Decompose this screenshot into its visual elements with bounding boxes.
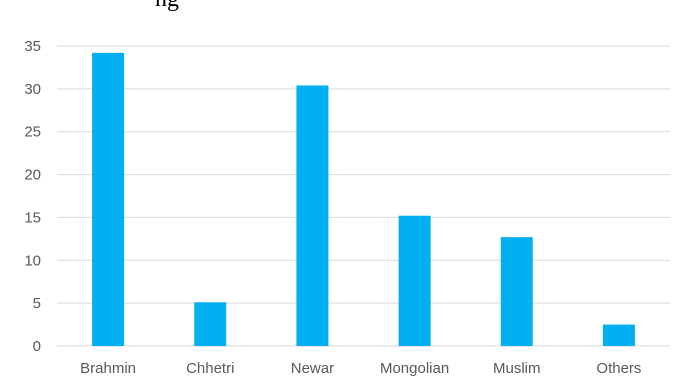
y-tick-label-15: 15	[24, 209, 41, 226]
clipped-caption-fragment: ng	[155, 0, 179, 12]
y-tick-label-25: 25	[24, 124, 41, 141]
x-axis-category-labels: Brahmin Chhetri Newar Mongolian Muslim Others	[80, 360, 641, 377]
bar-brahmin	[92, 52, 125, 346]
x-tick-label-brahmin: Brahmin	[80, 360, 136, 377]
bar-others	[602, 324, 635, 346]
bar-muslim	[500, 237, 533, 346]
y-axis-tick-labels: 0 5 10 15 20 25 30 35	[24, 38, 41, 355]
x-tick-label-others: Others	[596, 360, 641, 377]
y-tick-label-5: 5	[33, 295, 41, 312]
x-tick-label-newar: Newar	[291, 360, 334, 377]
bars	[92, 52, 635, 346]
clipped-top-text: ng	[155, 0, 179, 12]
bar-mongolian	[398, 215, 431, 346]
x-tick-label-chhetri: Chhetri	[186, 360, 234, 377]
y-tick-label-10: 10	[24, 252, 41, 269]
x-tick-label-mongolian: Mongolian	[380, 360, 449, 377]
y-tick-label-0: 0	[33, 338, 41, 355]
y-tick-label-20: 20	[24, 167, 41, 184]
x-tick-label-muslim: Muslim	[493, 360, 541, 377]
gridlines	[57, 45, 670, 347]
y-tick-label-30: 30	[24, 81, 41, 98]
bar-newar	[296, 85, 329, 346]
y-tick-label-35: 35	[24, 38, 41, 55]
bar-chhetri	[194, 302, 227, 346]
